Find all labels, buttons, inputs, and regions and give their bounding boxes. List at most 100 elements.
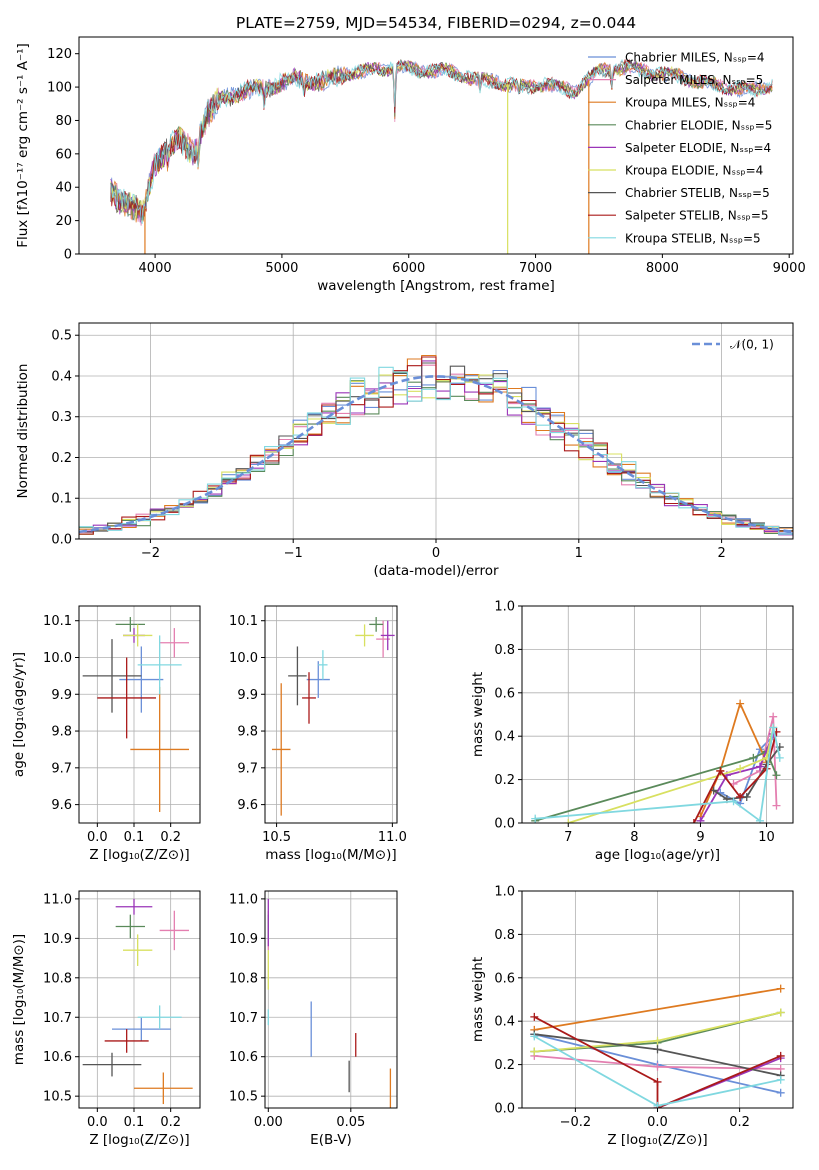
y-tick-label: 11.0 <box>229 892 258 907</box>
axes-frame <box>78 36 794 255</box>
data-point <box>115 898 153 915</box>
weight-marker <box>776 1088 785 1097</box>
weight-marker <box>776 1075 785 1084</box>
weight-marker <box>776 1008 785 1017</box>
ticks: 0.0 0.1 0.2 9.6 9.7 9.8 9.9 10.0 10.1 <box>43 614 181 845</box>
legend-entry: Salpeter MILES, Nₛₛₚ=5 <box>625 73 763 87</box>
data-point <box>123 624 153 647</box>
data-point <box>306 661 330 698</box>
y-tick-label: 9.9 <box>237 688 258 703</box>
weight-marker <box>769 712 778 721</box>
weight-marker <box>776 984 785 993</box>
x-axis-label: mass [log₁₀(M/M⊙)] <box>265 847 396 863</box>
y-tick-label: 20 <box>55 214 72 229</box>
plot-area <box>271 617 395 816</box>
data-point <box>271 683 291 816</box>
data-point <box>288 646 307 706</box>
legend-entry: Kroupa MILES, Nₛₛₚ=4 <box>625 96 755 110</box>
histogram-step <box>79 356 793 535</box>
y-tick-label: 40 <box>55 181 72 196</box>
y-tick-label: 10.6 <box>43 1050 72 1065</box>
y-tick-label: 10.8 <box>43 971 72 986</box>
chart-title: PLATE=2759, MJD=54534, FIBERID=0294, z=0… <box>236 14 636 32</box>
y-tick-label: 0.8 <box>494 928 515 943</box>
weight-marker <box>736 764 745 773</box>
data-point <box>302 672 316 724</box>
axes-frame <box>78 322 794 540</box>
x-tick-label: −0.2 <box>560 1115 592 1130</box>
y-tick-label: 0.3 <box>51 410 72 425</box>
data-point <box>134 1072 193 1105</box>
x-tick-label: 8000 <box>646 261 679 276</box>
y-tick-label: 10.9 <box>229 932 258 947</box>
x-axis-label: E(B-V) <box>310 1132 352 1148</box>
x-tick-label: 0.2 <box>160 1115 181 1130</box>
x-tick-label: 9000 <box>773 261 806 276</box>
y-tick-label: 10.0 <box>229 651 258 666</box>
x-tick-label: 0.2 <box>160 830 181 845</box>
y-axis-label: Normed distribution <box>15 364 31 499</box>
x-tick-label: 5000 <box>265 261 298 276</box>
data-point <box>119 646 164 713</box>
weight-marker <box>653 1077 662 1086</box>
weight-marker <box>772 771 781 780</box>
weight-line <box>533 1016 782 1108</box>
legend-entry: Chabrier ELODIE, Nₛₛₚ=5 <box>625 118 772 132</box>
y-axis-label: Flux [fλ10⁻¹⁷ erg cm⁻² s⁻¹ A⁻¹] <box>15 43 31 248</box>
axes-frame <box>521 890 794 1109</box>
plot-area <box>79 354 793 536</box>
weight-marker <box>531 814 540 823</box>
data-point <box>137 1005 182 1030</box>
weight-marker <box>772 801 781 810</box>
weight-series <box>530 1032 785 1108</box>
weight-marker <box>564 819 573 823</box>
y-tick-label: 120 <box>47 47 72 62</box>
y-axis-label: mass [log₁₀(M/M⊙)] <box>11 934 27 1065</box>
plot-area <box>531 699 784 823</box>
x-axis-label: Z [log₁₀(Z/Z⊙)] <box>607 1132 707 1148</box>
weight-marker <box>755 816 764 823</box>
x-tick-label: 0.1 <box>124 1115 145 1130</box>
weight-series <box>530 1008 785 1056</box>
x-axis-label: age [log₁₀(age/yr)] <box>595 847 720 863</box>
data-point <box>115 914 145 939</box>
data-point <box>123 934 153 966</box>
weight-marker <box>716 766 725 775</box>
data-point <box>82 1052 142 1077</box>
weight-line <box>534 987 781 1031</box>
panel-mass_weight_vs_age: 7 8 9 10 0.0 0.2 0.4 0.6 0.8 1.0 age [log₁₀(age/yr… <box>470 600 794 863</box>
y-tick-label: 60 <box>55 147 72 162</box>
weight-marker <box>769 723 778 732</box>
x-tick-label: −2 <box>141 546 160 561</box>
y-tick-label: 10.6 <box>229 1050 258 1065</box>
weight-series <box>564 723 778 823</box>
x-axis-label: (data-model)/error <box>373 563 499 579</box>
y-tick-label: 0.6 <box>494 686 515 701</box>
panel-spectrum: 4000 5000 6000 7000 8000 9000 0 20 40 60 80 100 120 w… <box>15 14 806 294</box>
y-tick-label: 0.8 <box>494 643 515 658</box>
weight-line <box>535 727 781 823</box>
weight-marker <box>749 753 758 762</box>
axes-frame <box>78 890 201 1109</box>
weight-marker <box>653 1045 662 1054</box>
legend: 𝒩(0, 1) <box>692 338 774 352</box>
weight-line <box>733 716 778 806</box>
y-tick-label: 0 <box>64 248 72 263</box>
y-tick-label: 0.5 <box>51 329 72 344</box>
y-tick-label: 10.7 <box>229 1011 258 1026</box>
x-tick-label: −1 <box>284 546 303 561</box>
axes-frame <box>264 890 398 1109</box>
legend-entry: Chabrier STELIB, Nₛₛₚ=5 <box>625 186 770 200</box>
panel-age_vs_Z: 0.0 0.1 0.2 9.6 9.7 9.8 9.9 10.0 10.1 Z [log₁₀(Z/… <box>11 605 201 863</box>
weight-marker <box>530 1032 539 1041</box>
panel-age_vs_mass: 10.5 11.0 9.6 9.7 9.8 9.9 10.0 10.1 mass [log₁₀(… <box>229 605 407 863</box>
x-tick-label: 0.0 <box>647 1115 668 1130</box>
weight-marker <box>776 1051 785 1060</box>
ticks: 0.00 0.05 10.5 10.6 10.7 10.8 10.9 11.0 <box>229 892 365 1130</box>
weight-marker <box>530 1047 539 1056</box>
y-tick-label: 1.0 <box>494 885 515 900</box>
ticks: 7 8 9 10 0.0 0.2 0.4 0.6 0.8 1.0 <box>494 600 775 846</box>
weight-line <box>699 733 775 822</box>
x-tick-label: 7 <box>564 830 572 845</box>
x-tick-label: 0.05 <box>336 1115 365 1130</box>
